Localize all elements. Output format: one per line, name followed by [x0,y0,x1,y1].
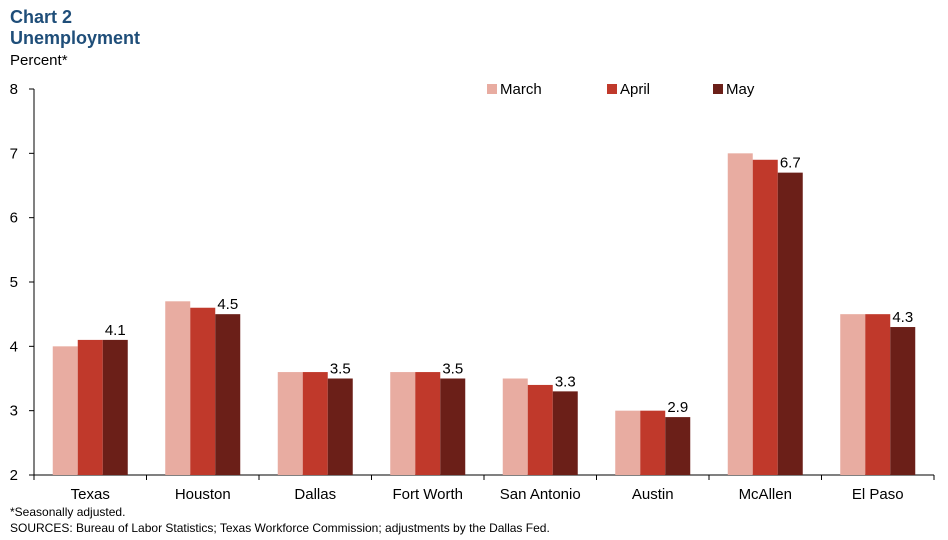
data-label: 6.7 [780,155,801,172]
bar-march [840,314,866,475]
data-label: 3.5 [330,361,351,378]
x-tick-label: Dallas [294,486,336,500]
y-tick-label: 6 [10,210,18,227]
bar-may [215,314,241,475]
x-tick-label: Austin [632,486,674,500]
y-unit-label: Percent* [10,52,68,69]
bar-may [552,391,578,475]
bar-april [752,159,778,475]
data-label: 3.3 [555,373,576,390]
bar-may [327,378,353,475]
bar-march [615,410,641,475]
bar-march [52,346,78,475]
bar-april [302,372,328,475]
sources-note: SOURCES: Bureau of Labor Statistics; Tex… [10,521,550,535]
legend-label-march: March [500,81,542,98]
x-tick-label: Texas [71,486,110,500]
bar-april [415,372,441,475]
data-label: 4.5 [217,296,238,313]
bar-march [727,153,753,476]
bar-march [502,378,528,475]
legend-label-may: May [726,81,755,98]
data-label: 4.1 [105,322,126,339]
chart-title: Unemployment [10,28,141,48]
bar-april [77,339,103,475]
legend-label-april: April [620,81,650,98]
bar-march [165,301,191,475]
legend-swatch-may [713,84,723,94]
y-tick-label: 7 [10,145,18,162]
data-label: 2.9 [667,399,688,416]
bar-may [890,327,916,475]
bar-april [190,307,216,475]
bar-march [390,372,416,475]
x-tick-label: McAllen [739,486,792,500]
bar-may [665,417,691,475]
y-tick-label: 3 [10,403,18,420]
y-tick-label: 8 [10,81,18,98]
x-tick-label: Fort Worth [392,486,463,500]
x-tick-label: Houston [175,486,231,500]
data-label: 3.5 [442,361,463,378]
bar-may [440,378,466,475]
bar-april [527,384,553,475]
bar-april [640,410,666,475]
bar-may [777,172,803,475]
y-tick-label: 5 [10,274,18,291]
y-tick-label: 2 [10,467,18,484]
y-tick-label: 4 [10,338,18,355]
bar-march [277,372,303,475]
data-label: 4.3 [892,309,913,326]
x-tick-label: San Antonio [500,486,581,500]
chart-number: Chart 2 [10,7,73,27]
bar-chart: 2 3 4 5 6 7 8 Texas 4.1 Houston 4.5 Dallas 3.5 Fort W… [10,81,935,500]
x-tick-label: El Paso [852,486,904,500]
bar-may [102,339,128,475]
legend-swatch-april [607,84,617,94]
legend-swatch-march [487,84,497,94]
footnote: *Seasonally adjusted. [10,505,126,519]
bar-april [865,314,891,475]
